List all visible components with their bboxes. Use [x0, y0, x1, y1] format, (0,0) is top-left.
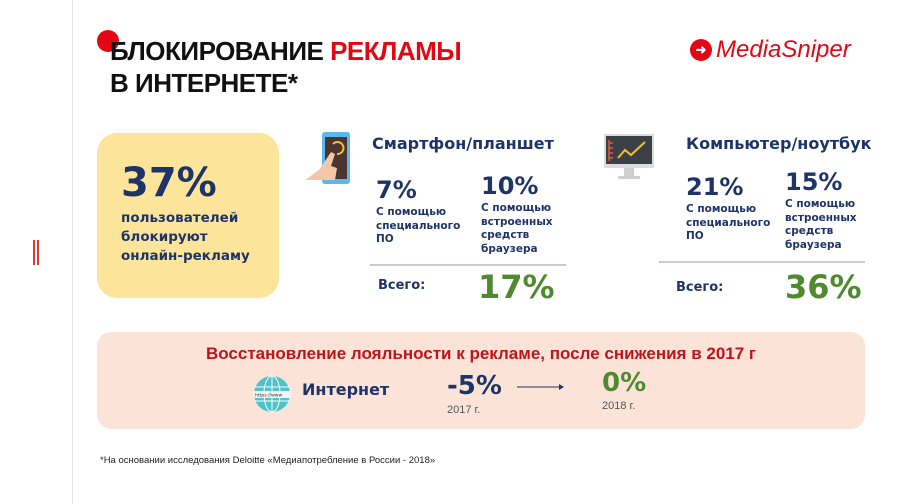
loyalty-panel: Восстановление лояльности к рекламе, пос…	[97, 332, 865, 429]
smartphone-touch-icon	[305, 132, 350, 184]
stat-desc: браузера	[481, 242, 538, 255]
globe-url-text: https://www	[255, 393, 282, 399]
summary-desc-line: пользователей	[121, 210, 239, 226]
arrow-right-icon	[517, 384, 564, 390]
stat-value: 21%	[686, 173, 744, 201]
logo: ➜ MediaSniper	[690, 36, 851, 64]
stat-desc: специального	[686, 216, 771, 229]
red-dot-decoration	[97, 30, 119, 52]
stat-desc: С помощью	[481, 202, 552, 214]
summary-desc-line: блокируют	[121, 229, 208, 245]
smartphone-total-label: Всего:	[378, 278, 426, 293]
stat-desc: ПО	[686, 230, 704, 242]
from-value: -5%	[447, 371, 502, 401]
stat-desc: средств	[481, 229, 530, 241]
footnote: *На основании исследования Deloitte «Мед…	[100, 455, 436, 466]
channel-label: Интернет	[302, 380, 390, 399]
title-part2: РЕКЛАМЫ	[330, 36, 462, 66]
to-year: 2018 г.	[602, 400, 636, 412]
summary-value: 37%	[121, 160, 217, 206]
stat-value: 7%	[376, 176, 417, 204]
computer-title: Компьютер/ноутбук	[686, 134, 872, 153]
stat-desc: браузера	[785, 238, 842, 251]
smartphone-total: 17%	[478, 268, 555, 306]
stat-desc: специального	[376, 219, 461, 232]
globe-icon: https://www	[253, 375, 291, 413]
summary-desc: пользователей блокируют онлайн-рекламу	[121, 209, 279, 266]
summary-card: 37% пользователей блокируют онлайн-рекла…	[97, 133, 279, 298]
stat-value: 10%	[481, 172, 539, 200]
computer-item: 21% С помощью специального ПО	[686, 173, 770, 244]
red-bars-decoration	[33, 240, 39, 265]
smartphone-item: 7% С помощью специального ПО	[376, 176, 460, 247]
loyalty-title: Восстановление лояльности к рекламе, пос…	[206, 344, 756, 363]
logo-icon: ➜	[690, 39, 712, 61]
title-part1: БЛОКИРОВАНИЕ	[110, 36, 331, 66]
smartphone-item: 10% С помощью встроенных средств браузера	[481, 172, 553, 256]
stat-value: 15%	[785, 168, 843, 196]
monitor-chart-icon	[604, 134, 654, 179]
stat-desc: С помощью	[376, 206, 447, 218]
from-year: 2017 г.	[447, 404, 481, 416]
stat-desc: средств	[785, 225, 834, 237]
stat-desc: С помощью	[785, 198, 856, 210]
logo-text: MediaSniper	[716, 36, 851, 63]
computer-total-label: Всего:	[676, 280, 724, 295]
title-line2: В ИНТЕРНЕТЕ*	[110, 68, 298, 98]
stat-desc: встроенных	[785, 211, 857, 224]
separator	[370, 264, 566, 266]
page-title: БЛОКИРОВАНИЕ РЕКЛАМЫ В ИНТЕРНЕТЕ*	[110, 35, 462, 99]
separator	[659, 261, 865, 263]
summary-desc-line: онлайн-рекламу	[121, 248, 250, 264]
computer-total: 36%	[785, 268, 862, 306]
stat-desc: ПО	[376, 233, 394, 245]
stat-desc: С помощью	[686, 203, 757, 215]
to-value: 0%	[602, 368, 647, 398]
stat-desc: встроенных	[481, 215, 553, 228]
computer-item: 15% С помощью встроенных средств браузера	[785, 168, 857, 252]
smartphone-title: Смартфон/планшет	[372, 134, 554, 153]
divider-line	[72, 0, 73, 504]
